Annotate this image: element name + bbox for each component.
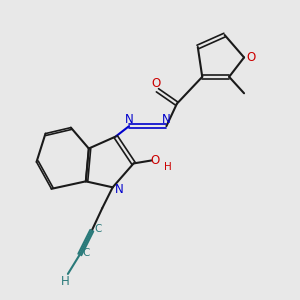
Text: H: H (164, 162, 172, 172)
Text: C: C (94, 224, 101, 234)
Text: N: N (115, 183, 124, 196)
Text: N: N (162, 113, 171, 126)
Text: O: O (151, 77, 160, 90)
Text: O: O (151, 154, 160, 167)
Text: O: O (246, 51, 255, 64)
Text: N: N (125, 113, 134, 126)
Text: C: C (82, 248, 89, 258)
Text: H: H (61, 275, 69, 288)
